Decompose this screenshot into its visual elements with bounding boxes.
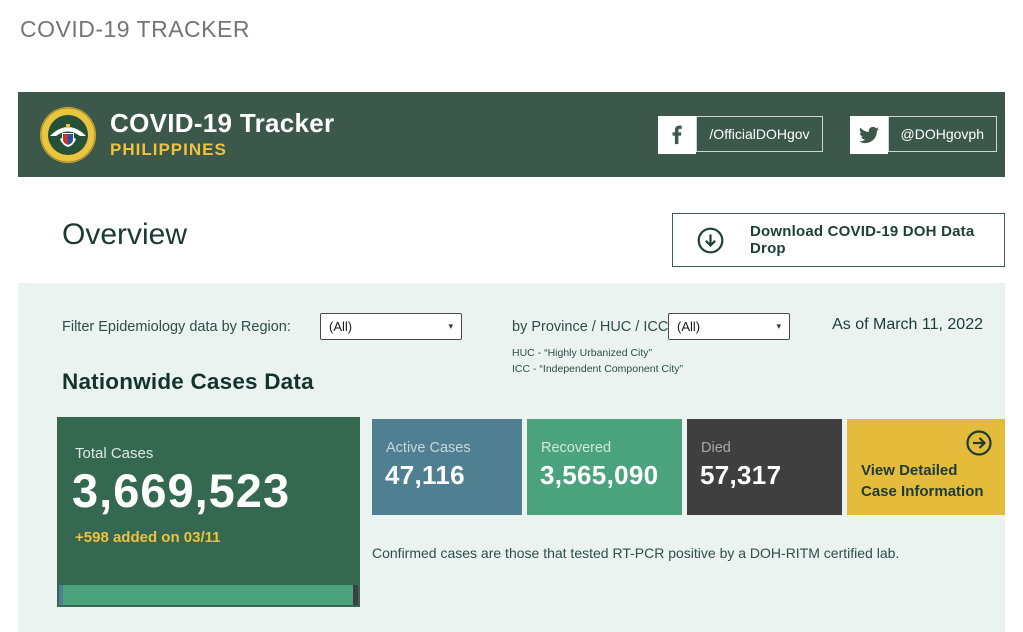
facebook-link[interactable]: /OfficialDOHgov	[658, 115, 823, 154]
cases-proportion-bar	[59, 585, 358, 605]
dashboard-panel: Filter Epidemiology data by Region: (All…	[18, 283, 1005, 632]
arrow-right-circle-icon	[965, 429, 993, 457]
chevron-down-icon: ▾	[448, 321, 453, 331]
province-filter-value: (All)	[677, 319, 701, 334]
icc-footnote: ICC - “Independent Component City”	[512, 363, 683, 375]
region-filter-label: Filter Epidemiology data by Region:	[62, 319, 291, 335]
region-filter-dropdown[interactable]: (All) ▾	[320, 313, 462, 340]
total-cases-card: Total Cases 3,669,523 +598 added on 03/1…	[57, 417, 360, 607]
doh-seal-icon	[40, 106, 96, 163]
overview-heading: Overview	[62, 218, 188, 251]
died-label: Died	[701, 440, 731, 456]
huc-footnote: HUC - “Highly Urbanized City”	[512, 347, 653, 359]
social-links: /OfficialDOHgov @DOHgovph	[658, 115, 997, 154]
twitter-icon	[849, 115, 888, 154]
nationwide-cases-heading: Nationwide Cases Data	[62, 369, 314, 394]
total-cases-delta: +598 added on 03/11	[75, 529, 221, 546]
total-cases-label: Total Cases	[75, 445, 154, 462]
active-cases-card: Active Cases 47,116	[372, 419, 522, 515]
page-title: COVID-19 TRACKER	[20, 16, 250, 42]
confirmed-cases-note: Confirmed cases are those that tested RT…	[372, 545, 900, 561]
view-detailed-case-info-button[interactable]: View Detailed Case Information	[847, 419, 1005, 515]
region-filter-value: (All)	[329, 319, 353, 334]
download-button-label: Download COVID-19 DOH Data Drop	[750, 223, 975, 257]
app-header: COVID-19 Tracker PHILIPPINES /OfficialDO…	[18, 92, 1005, 177]
recovered-proportion-segment	[62, 585, 354, 605]
died-proportion-segment	[353, 585, 358, 605]
total-cases-value: 3,669,523	[72, 464, 291, 517]
twitter-handle: @DOHgovph	[887, 115, 997, 152]
header-title: COVID-19 Tracker	[110, 107, 335, 138]
twitter-link[interactable]: @DOHgovph	[849, 115, 997, 154]
recovered-value: 3,565,090	[540, 460, 659, 490]
province-filter-dropdown[interactable]: (All) ▾	[668, 313, 790, 340]
active-cases-value: 47,116	[385, 460, 465, 490]
chevron-down-icon: ▾	[776, 321, 781, 331]
download-circle-icon	[697, 227, 724, 254]
doh-seal-logo	[39, 106, 97, 164]
header-subtitle: PHILIPPINES	[110, 140, 227, 160]
died-card: Died 57,317	[687, 419, 842, 515]
province-filter-label: by Province / HUC / ICC:	[512, 319, 673, 335]
active-cases-label: Active Cases	[386, 440, 471, 456]
recovered-label: Recovered	[541, 440, 612, 456]
view-detailed-label: View Detailed Case Information	[861, 462, 984, 500]
as-of-date: As of March 11, 2022	[832, 316, 983, 333]
download-data-drop-button[interactable]: Download COVID-19 DOH Data Drop	[672, 213, 1005, 267]
recovered-card: Recovered 3,565,090	[527, 419, 682, 515]
header-titles: COVID-19 Tracker PHILIPPINES	[110, 109, 334, 161]
active-proportion-segment	[59, 585, 63, 605]
died-value: 57,317	[700, 460, 782, 490]
facebook-icon	[658, 115, 697, 154]
facebook-handle: /OfficialDOHgov	[696, 115, 823, 152]
